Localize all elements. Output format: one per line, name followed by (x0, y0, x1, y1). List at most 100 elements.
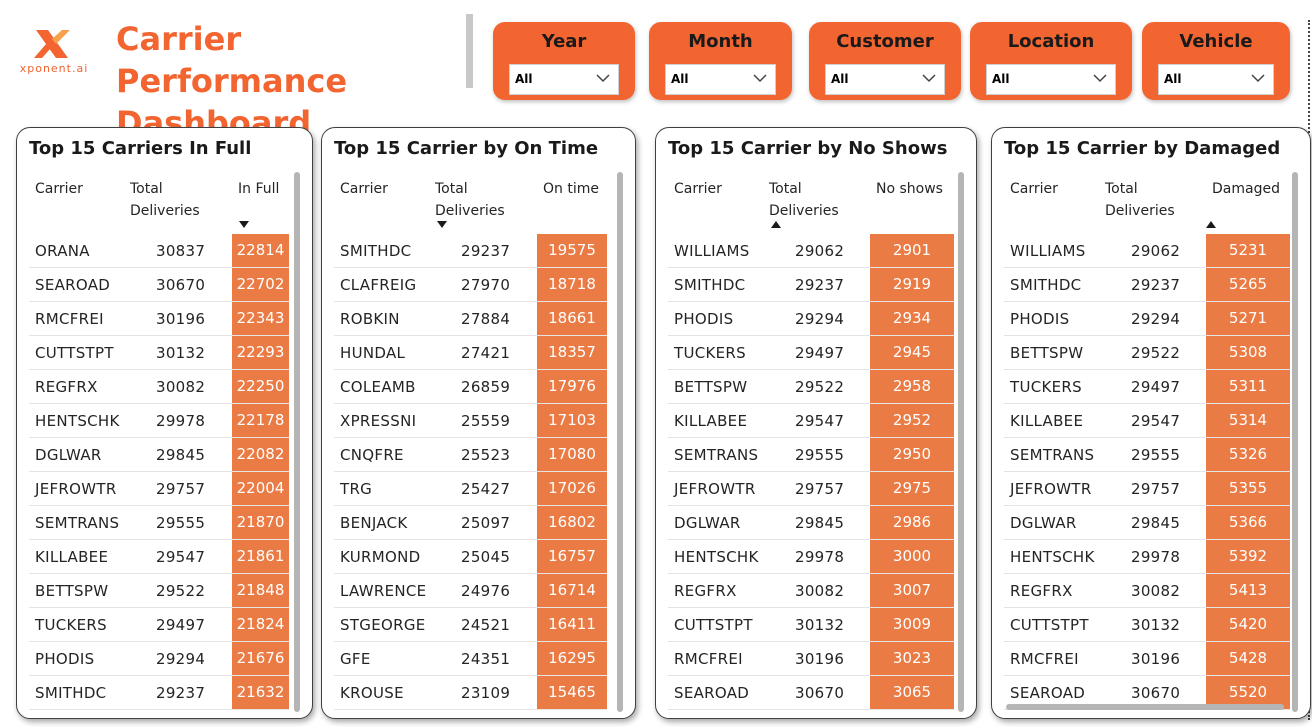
table-row[interactable]: KILLABEE 29547 21861 (29, 540, 289, 574)
table-row[interactable]: PHODIS 29294 5271 (1004, 302, 1290, 336)
table-row[interactable]: BETTSPW 29522 2958 (668, 370, 954, 404)
table-row[interactable]: WILLIAMS 29062 2901 (668, 234, 954, 268)
column-header-total-deliveries[interactable]: Total Deliveries (435, 181, 505, 219)
table-row[interactable]: SEAROAD 30670 22702 (29, 268, 289, 302)
table-row[interactable]: DGLWAR 29845 2986 (668, 506, 954, 540)
column-header-carrier[interactable]: Carrier (1010, 181, 1058, 197)
table-row[interactable]: SEMTRANS 29555 2950 (668, 438, 954, 472)
total-deliveries: 27421 (461, 344, 511, 362)
table-row[interactable]: ROBKIN 27884 18661 (334, 302, 607, 336)
slicer-month-title: Month (688, 31, 753, 52)
metric-value-damaged: 5366 (1206, 506, 1290, 539)
metric-value-no-shows: 2919 (870, 268, 954, 301)
chevron-down-icon (922, 74, 936, 83)
table-row[interactable]: ORANA 30837 22814 (29, 234, 289, 268)
table-row[interactable]: SMITHDC 29237 2919 (668, 268, 954, 302)
table-row[interactable]: TUCKERS 29497 5311 (1004, 370, 1290, 404)
table-row[interactable]: RMCFREI 30196 3023 (668, 642, 954, 676)
table-row[interactable]: LAWRENCE 24976 16714 (334, 574, 607, 608)
table-row[interactable]: CLAFREIG 27970 18718 (334, 268, 607, 302)
table-row[interactable]: SEAROAD 30670 3065 (668, 676, 954, 710)
table-row[interactable]: COLEAMB 26859 17976 (334, 370, 607, 404)
carrier-name: WILLIAMS (1010, 242, 1086, 260)
table-row[interactable]: CNQFRE 25523 17080 (334, 438, 607, 472)
table-row[interactable]: JEFROWTR 29757 5355 (1004, 472, 1290, 506)
table-row[interactable]: RMCFREI 30196 22343 (29, 302, 289, 336)
table-row[interactable]: CUTTSTPT 30132 5420 (1004, 608, 1290, 642)
table-row[interactable]: JEFROWTR 29757 2975 (668, 472, 954, 506)
table-row[interactable]: SEAROAD 30670 5520 (1004, 676, 1290, 710)
sort-descending-icon (239, 221, 249, 228)
month-dropdown[interactable]: All (665, 64, 776, 95)
total-deliveries: 25045 (461, 548, 511, 566)
column-header-damaged[interactable]: Damaged (1212, 181, 1280, 197)
total-deliveries: 29237 (156, 684, 206, 702)
metric-value-no-shows: 3000 (870, 540, 954, 573)
metric-value-on-time: 16714 (537, 574, 607, 607)
table-row[interactable]: SMITHDC 29237 19575 (334, 234, 607, 268)
table-row[interactable]: SEMTRANS 29555 21870 (29, 506, 289, 540)
table-row[interactable]: KILLABEE 29547 5314 (1004, 404, 1290, 438)
table-row[interactable]: SMITHDC 29237 5265 (1004, 268, 1290, 302)
table-row[interactable]: KILLABEE 29547 2952 (668, 404, 954, 438)
slicer-location: Location All (970, 22, 1132, 100)
panel-title: Top 15 Carrier by On Time (334, 138, 599, 159)
table-row[interactable]: HENTSCHK 29978 22178 (29, 404, 289, 438)
table-row[interactable]: SMITHDC 29237 21632 (29, 676, 289, 710)
table-row[interactable]: CUTTSTPT 30132 3009 (668, 608, 954, 642)
table-row[interactable]: TUCKERS 29497 21824 (29, 608, 289, 642)
carrier-name: PHODIS (674, 310, 734, 328)
table-row[interactable]: BETTSPW 29522 21848 (29, 574, 289, 608)
column-header-no-shows[interactable]: No shows (876, 181, 943, 197)
table-row[interactable]: KROUSE 23109 15465 (334, 676, 607, 710)
table-row[interactable]: TRG 25427 17026 (334, 472, 607, 506)
table-row[interactable]: HENTSCHK 29978 5392 (1004, 540, 1290, 574)
table-row[interactable]: DGLWAR 29845 5366 (1004, 506, 1290, 540)
column-header-total-deliveries[interactable]: Total Deliveries (1105, 181, 1175, 219)
table-row[interactable]: XPRESSNI 25559 17103 (334, 404, 607, 438)
table-row[interactable]: GFE 24351 16295 (334, 642, 607, 676)
total-deliveries: 27884 (461, 310, 511, 328)
carrier-name: TUCKERS (674, 344, 746, 362)
table-row[interactable]: TUCKERS 29497 2945 (668, 336, 954, 370)
vertical-scrollbar[interactable] (617, 172, 623, 712)
table-row[interactable]: JEFROWTR 29757 22004 (29, 472, 289, 506)
column-header-carrier[interactable]: Carrier (340, 181, 388, 197)
year-dropdown[interactable]: All (509, 64, 619, 95)
table-row[interactable]: REGFRX 30082 3007 (668, 574, 954, 608)
horizontal-scrollbar[interactable] (1006, 704, 1284, 710)
table-row[interactable]: KURMOND 25045 16757 (334, 540, 607, 574)
metric-value-in-full: 22702 (232, 268, 289, 301)
column-header-in-full[interactable]: In Full (238, 181, 280, 197)
total-deliveries: 24521 (461, 616, 511, 634)
location-dropdown[interactable]: All (986, 64, 1116, 95)
column-header-carrier[interactable]: Carrier (35, 181, 83, 197)
table-row[interactable]: RMCFREI 30196 5428 (1004, 642, 1290, 676)
table-row[interactable]: HUNDAL 27421 18357 (334, 336, 607, 370)
customer-dropdown[interactable]: All (825, 64, 945, 95)
table-row[interactable]: BENJACK 25097 16802 (334, 506, 607, 540)
table-row[interactable]: DGLWAR 29845 22082 (29, 438, 289, 472)
table-row[interactable]: CUTTSTPT 30132 22293 (29, 336, 289, 370)
table-row[interactable]: BETTSPW 29522 5308 (1004, 336, 1290, 370)
vertical-scrollbar[interactable] (1292, 172, 1298, 712)
column-header-carrier[interactable]: Carrier (674, 181, 722, 197)
column-header-total-deliveries[interactable]: Total Deliveries (769, 181, 839, 219)
metric-value-damaged: 5311 (1206, 370, 1290, 403)
table-row[interactable]: STGEORGE 24521 16411 (334, 608, 607, 642)
vertical-scrollbar[interactable] (294, 172, 300, 712)
vehicle-dropdown[interactable]: All (1158, 64, 1274, 95)
table-row[interactable]: HENTSCHK 29978 3000 (668, 540, 954, 574)
table-row[interactable]: REGFRX 30082 22250 (29, 370, 289, 404)
table-row[interactable]: PHODIS 29294 21676 (29, 642, 289, 676)
table-row[interactable]: REGFRX 30082 5413 (1004, 574, 1290, 608)
column-header-total-deliveries[interactable]: Total Deliveries (130, 181, 200, 219)
table-row[interactable]: WILLIAMS 29062 5231 (1004, 234, 1290, 268)
chevron-down-icon (753, 74, 767, 83)
slicer-vehicle: Vehicle All (1142, 22, 1290, 100)
month-dropdown-value: All (671, 72, 689, 86)
table-row[interactable]: PHODIS 29294 2934 (668, 302, 954, 336)
vertical-scrollbar[interactable] (958, 172, 964, 712)
table-row[interactable]: SEMTRANS 29555 5326 (1004, 438, 1290, 472)
column-header-on-time[interactable]: On time (543, 181, 599, 197)
